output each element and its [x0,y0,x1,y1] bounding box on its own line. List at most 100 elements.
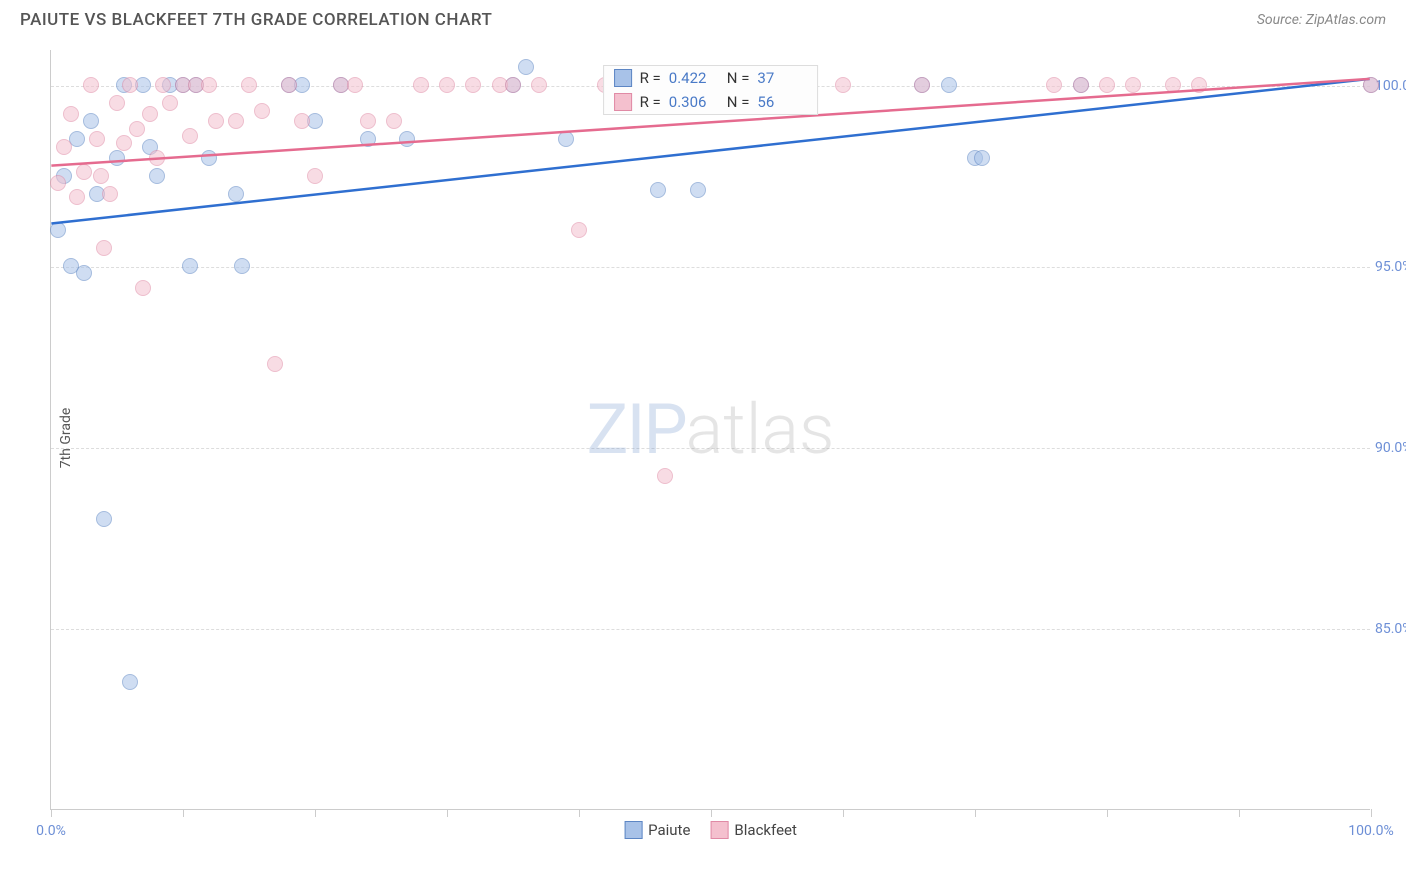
data-point-blackfeet [56,139,72,155]
stats-row-blackfeet: R = 0.306 N = 56 [604,90,818,114]
data-point-blackfeet [1363,77,1379,93]
data-point-paiute [974,150,990,166]
data-point-paiute [182,258,198,274]
data-point-blackfeet [135,280,151,296]
series-legend: Paiute Blackfeet [624,821,797,839]
data-point-blackfeet [386,113,402,129]
stats-legend: R = 0.422 N = 37 R = 0.306 N = 56 [603,65,819,115]
data-point-blackfeet [360,113,376,129]
xtick [447,809,448,817]
ytick-label: 95.0% [1375,259,1406,275]
data-point-blackfeet [208,113,224,129]
xtick [1239,809,1240,817]
ytick-label: 85.0% [1375,621,1406,637]
legend-item-paiute: Paiute [624,821,690,839]
data-point-blackfeet [122,77,138,93]
data-point-blackfeet [1165,77,1181,93]
y-axis-label: 7th Grade [58,407,74,468]
data-point-blackfeet [413,77,429,93]
data-point-blackfeet [69,189,85,205]
data-point-paiute [149,168,165,184]
data-point-blackfeet [531,77,547,93]
data-point-blackfeet [228,113,244,129]
data-point-blackfeet [307,168,323,184]
gridline-h [51,448,1370,449]
data-point-blackfeet [505,77,521,93]
scatter-chart: 7th Grade ZIPatlas R = 0.422 N = 37 R = … [50,50,1370,810]
data-point-paiute [96,511,112,527]
data-point-blackfeet [1073,77,1089,93]
data-point-blackfeet [96,240,112,256]
legend-item-blackfeet: Blackfeet [710,821,796,839]
data-point-paiute [83,113,99,129]
data-point-blackfeet [465,77,481,93]
xtick [51,809,52,817]
data-point-blackfeet [241,77,257,93]
legend-swatch-blackfeet [710,821,728,839]
legend-swatch-paiute [624,821,642,839]
data-point-paiute [76,265,92,281]
data-point-blackfeet [294,113,310,129]
data-point-paiute [650,182,666,198]
xtick [1107,809,1108,817]
stats-row-paiute: R = 0.422 N = 37 [604,66,818,90]
data-point-paiute [690,182,706,198]
data-point-blackfeet [155,77,171,93]
data-point-blackfeet [83,77,99,93]
data-point-paiute [109,150,125,166]
xtick [843,809,844,817]
xtick-label: 0.0% [36,823,66,839]
chart-source: Source: ZipAtlas.com [1257,12,1386,28]
data-point-blackfeet [571,222,587,238]
data-point-paiute [228,186,244,202]
data-point-paiute [122,674,138,690]
data-point-blackfeet [76,164,92,180]
data-point-blackfeet [1191,77,1207,93]
data-point-blackfeet [93,168,109,184]
chart-title: PAIUTE VS BLACKFEET 7TH GRADE CORRELATIO… [20,10,492,30]
data-point-blackfeet [281,77,297,93]
data-point-paiute [360,131,376,147]
data-point-blackfeet [347,77,363,93]
xtick [315,809,316,817]
data-point-paiute [941,77,957,93]
data-point-paiute [518,59,534,75]
data-point-blackfeet [63,106,79,122]
xtick [183,809,184,817]
data-point-paiute [50,222,66,238]
data-point-blackfeet [89,131,105,147]
data-point-paiute [558,131,574,147]
data-point-blackfeet [102,186,118,202]
data-point-blackfeet [201,77,217,93]
ytick-label: 90.0% [1375,440,1406,456]
xtick [1371,809,1372,817]
swatch-blackfeet [614,93,632,111]
data-point-blackfeet [657,468,673,484]
data-point-blackfeet [116,135,132,151]
data-point-blackfeet [109,95,125,111]
data-point-blackfeet [914,77,930,93]
xtick-label: 100.0% [1348,823,1393,839]
data-point-blackfeet [50,175,66,191]
data-point-blackfeet [439,77,455,93]
xtick [975,809,976,817]
swatch-paiute [614,69,632,87]
data-point-blackfeet [129,121,145,137]
data-point-paiute [234,258,250,274]
ytick-label: 100.0% [1375,78,1406,94]
data-point-blackfeet [254,103,270,119]
data-point-blackfeet [1099,77,1115,93]
data-point-blackfeet [142,106,158,122]
xtick [579,809,580,817]
data-point-paiute [399,131,415,147]
chart-header: PAIUTE VS BLACKFEET 7TH GRADE CORRELATIO… [0,0,1406,35]
data-point-blackfeet [267,356,283,372]
data-point-blackfeet [835,77,851,93]
data-point-paiute [201,150,217,166]
data-point-blackfeet [1046,77,1062,93]
data-point-blackfeet [182,128,198,144]
gridline-h [51,629,1370,630]
watermark: ZIPatlas [587,389,835,471]
data-point-blackfeet [149,150,165,166]
data-point-blackfeet [1125,77,1141,93]
